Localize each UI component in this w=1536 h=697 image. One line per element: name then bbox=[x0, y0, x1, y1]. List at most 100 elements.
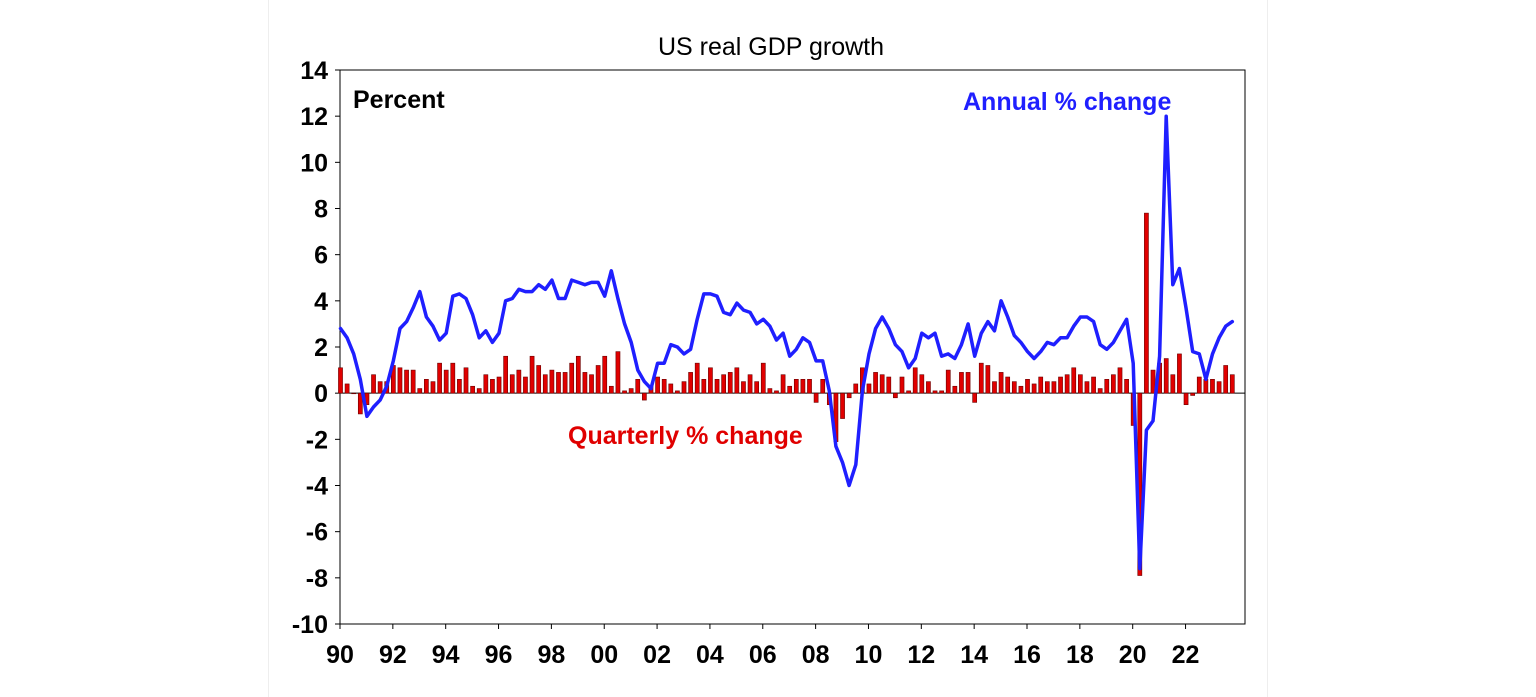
quarterly-bar bbox=[529, 355, 535, 394]
quarterly-bar bbox=[562, 372, 568, 394]
x-tick-label: 18 bbox=[1066, 641, 1094, 669]
quarterly-bar bbox=[1210, 379, 1215, 394]
quarterly-bar bbox=[410, 369, 416, 394]
quarterly-bar bbox=[945, 369, 951, 394]
quarterly-bar bbox=[338, 367, 343, 394]
annual-line bbox=[338, 114, 1235, 571]
quarterly-bar bbox=[721, 374, 726, 394]
quarterly-bar bbox=[734, 367, 740, 394]
quarterly-bar bbox=[523, 376, 528, 394]
quarterly-bar bbox=[780, 374, 786, 394]
quarterly-bar bbox=[992, 381, 997, 394]
quarterly-bar bbox=[549, 369, 555, 394]
quarterly-bar bbox=[853, 383, 859, 394]
quarterly-bar bbox=[787, 385, 793, 394]
quarterly-bar bbox=[404, 369, 409, 394]
x-tick-label: 92 bbox=[379, 641, 407, 669]
quarterly-bar bbox=[569, 362, 575, 394]
quarterly-bar bbox=[1025, 379, 1030, 394]
quarterly-bar bbox=[1071, 367, 1077, 394]
quarterly-bar bbox=[1091, 376, 1096, 394]
x-tick-label: 22 bbox=[1172, 641, 1200, 669]
quarterly-bar bbox=[846, 392, 852, 399]
quarterly-bar bbox=[681, 381, 687, 394]
y-tick-label: 6 bbox=[314, 242, 328, 270]
quarterly-bar bbox=[582, 372, 588, 394]
quarterly-bar bbox=[424, 379, 429, 394]
quarterly-bar bbox=[450, 362, 456, 394]
quarterly-bar bbox=[965, 372, 971, 394]
quarterly-bar bbox=[371, 374, 376, 394]
quarterly-bar bbox=[754, 381, 760, 394]
x-tick-label: 20 bbox=[1119, 641, 1147, 669]
quarterly-bar bbox=[602, 355, 608, 394]
y-tick-label: -4 bbox=[306, 473, 328, 501]
quarterly-bar bbox=[661, 379, 667, 394]
quarterly-bar bbox=[714, 379, 720, 394]
quarterly-bar bbox=[932, 390, 938, 394]
quarterly-bar bbox=[622, 390, 627, 394]
quarterly-bar bbox=[443, 369, 449, 394]
quarterly-bar bbox=[1097, 388, 1103, 394]
y-tick-label: 2 bbox=[314, 334, 328, 362]
quarterly-bar bbox=[807, 379, 812, 394]
quarterly-bar bbox=[437, 362, 442, 394]
y-tick-label: -8 bbox=[306, 565, 328, 593]
y-axis-label: Percent bbox=[353, 86, 445, 114]
y-tick-label: 14 bbox=[300, 57, 328, 85]
chart-panel: US real GDP growth 14 12 10 8 6 4 2 0 -2 -4 -6 -8 -1… bbox=[268, 0, 1268, 697]
quarterly-bar bbox=[1044, 381, 1050, 394]
quarterly-bar bbox=[972, 392, 978, 403]
quarterly-bar bbox=[490, 379, 495, 394]
quarterly-bar bbox=[628, 388, 634, 394]
x-tick-label: 12 bbox=[907, 641, 935, 669]
quarterly-bar bbox=[1104, 379, 1110, 394]
quarterly-bar bbox=[516, 369, 522, 394]
quarterly-bar bbox=[1177, 353, 1182, 394]
x-tick-label: 06 bbox=[749, 641, 777, 669]
quarterly-bar bbox=[694, 362, 700, 394]
quarterly-bar bbox=[1011, 381, 1017, 394]
quarterly-bar bbox=[589, 374, 594, 394]
x-tick-label: 00 bbox=[590, 641, 618, 669]
quarterly-bar bbox=[747, 374, 753, 394]
quarterly-series-label: Quarterly % change bbox=[568, 422, 803, 450]
x-tick-label: 16 bbox=[1013, 641, 1041, 669]
y-tick-label: 4 bbox=[314, 288, 328, 316]
quarterly-bar bbox=[1190, 392, 1196, 396]
x-tick-label: 10 bbox=[855, 641, 883, 669]
quarterly-bar bbox=[879, 374, 885, 394]
quarterly-bar bbox=[615, 351, 621, 394]
quarterly-bar bbox=[813, 392, 819, 403]
quarterly-bar bbox=[344, 383, 350, 394]
x-tick-label: 04 bbox=[696, 641, 724, 669]
quarterly-bar bbox=[873, 372, 878, 394]
quarterly-bar bbox=[1150, 369, 1156, 394]
quarterly-bar bbox=[1229, 374, 1235, 394]
quarterly-bar bbox=[1144, 212, 1149, 394]
quarterly-bar bbox=[1058, 376, 1063, 394]
y-tick-label: 12 bbox=[300, 103, 328, 131]
quarterly-bar bbox=[397, 367, 403, 394]
quarterly-bar bbox=[1078, 374, 1083, 394]
quarterly-bar bbox=[1031, 383, 1037, 394]
quarterly-bar bbox=[1196, 376, 1202, 394]
quarterly-bar bbox=[906, 390, 911, 394]
quarterly-bar bbox=[1005, 376, 1011, 394]
quarterly-bar bbox=[1018, 385, 1024, 394]
quarterly-bar bbox=[701, 379, 707, 394]
x-tick-label: 14 bbox=[960, 641, 988, 669]
quarterly-bar bbox=[1064, 374, 1070, 394]
quarterly-bar bbox=[760, 362, 766, 394]
quarterly-bar bbox=[1183, 392, 1189, 406]
quarterly-bar bbox=[1111, 374, 1116, 394]
quarterly-bar bbox=[1038, 376, 1044, 394]
quarterly-bar bbox=[635, 379, 641, 394]
quarterly-bar bbox=[866, 383, 872, 394]
chart-title: US real GDP growth bbox=[658, 33, 884, 61]
quarterly-bar bbox=[893, 392, 898, 399]
quarterly-bar bbox=[608, 385, 614, 394]
quarterly-bar bbox=[642, 392, 647, 401]
quarterly-bar bbox=[509, 374, 515, 394]
